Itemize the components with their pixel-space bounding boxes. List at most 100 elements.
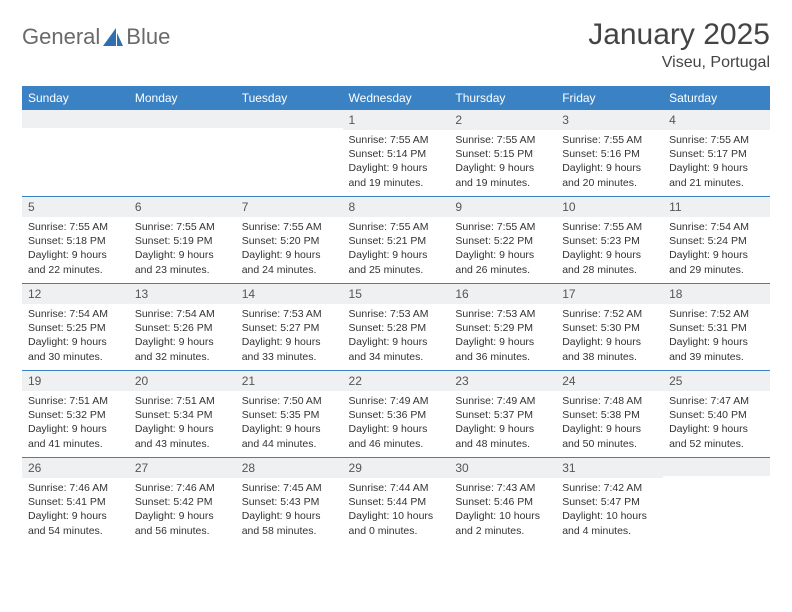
- calendar-day-cell: 18Sunrise: 7:52 AMSunset: 5:31 PMDayligh…: [663, 284, 770, 371]
- day-details: Sunrise: 7:54 AMSunset: 5:26 PMDaylight:…: [129, 304, 236, 369]
- day-number: 30: [449, 458, 556, 478]
- calendar-day-cell: [22, 110, 129, 197]
- day-number: 29: [343, 458, 450, 478]
- day-details: Sunrise: 7:55 AMSunset: 5:19 PMDaylight:…: [129, 217, 236, 282]
- calendar-table: SundayMondayTuesdayWednesdayThursdayFrid…: [22, 86, 770, 544]
- day-details: Sunrise: 7:55 AMSunset: 5:21 PMDaylight:…: [343, 217, 450, 282]
- calendar-day-cell: 10Sunrise: 7:55 AMSunset: 5:23 PMDayligh…: [556, 197, 663, 284]
- calendar-day-cell: 9Sunrise: 7:55 AMSunset: 5:22 PMDaylight…: [449, 197, 556, 284]
- weekday-header: Thursday: [449, 86, 556, 110]
- day-number: 4: [663, 110, 770, 130]
- calendar-week-row: 1Sunrise: 7:55 AMSunset: 5:14 PMDaylight…: [22, 110, 770, 197]
- weekday-header: Sunday: [22, 86, 129, 110]
- day-details: Sunrise: 7:49 AMSunset: 5:36 PMDaylight:…: [343, 391, 450, 456]
- day-number: 18: [663, 284, 770, 304]
- day-number: 22: [343, 371, 450, 391]
- calendar-day-cell: 8Sunrise: 7:55 AMSunset: 5:21 PMDaylight…: [343, 197, 450, 284]
- day-number: 26: [22, 458, 129, 478]
- calendar-day-cell: 25Sunrise: 7:47 AMSunset: 5:40 PMDayligh…: [663, 371, 770, 458]
- page-title: January 2025: [588, 18, 770, 52]
- empty-day-header: [236, 110, 343, 128]
- calendar-day-cell: 30Sunrise: 7:43 AMSunset: 5:46 PMDayligh…: [449, 458, 556, 545]
- calendar-day-cell: 6Sunrise: 7:55 AMSunset: 5:19 PMDaylight…: [129, 197, 236, 284]
- day-details: Sunrise: 7:49 AMSunset: 5:37 PMDaylight:…: [449, 391, 556, 456]
- calendar-day-cell: 28Sunrise: 7:45 AMSunset: 5:43 PMDayligh…: [236, 458, 343, 545]
- weekday-header: Monday: [129, 86, 236, 110]
- day-number: 11: [663, 197, 770, 217]
- calendar-day-cell: 23Sunrise: 7:49 AMSunset: 5:37 PMDayligh…: [449, 371, 556, 458]
- weekday-header: Wednesday: [343, 86, 450, 110]
- day-number: 6: [129, 197, 236, 217]
- day-details: Sunrise: 7:55 AMSunset: 5:17 PMDaylight:…: [663, 130, 770, 195]
- calendar-day-cell: 14Sunrise: 7:53 AMSunset: 5:27 PMDayligh…: [236, 284, 343, 371]
- day-details: Sunrise: 7:45 AMSunset: 5:43 PMDaylight:…: [236, 478, 343, 543]
- calendar-week-row: 12Sunrise: 7:54 AMSunset: 5:25 PMDayligh…: [22, 284, 770, 371]
- weekday-header: Friday: [556, 86, 663, 110]
- day-details: Sunrise: 7:46 AMSunset: 5:41 PMDaylight:…: [22, 478, 129, 543]
- calendar-day-cell: 20Sunrise: 7:51 AMSunset: 5:34 PMDayligh…: [129, 371, 236, 458]
- calendar-day-cell: 26Sunrise: 7:46 AMSunset: 5:41 PMDayligh…: [22, 458, 129, 545]
- calendar-day-cell: 22Sunrise: 7:49 AMSunset: 5:36 PMDayligh…: [343, 371, 450, 458]
- day-number: 5: [22, 197, 129, 217]
- day-details: Sunrise: 7:55 AMSunset: 5:20 PMDaylight:…: [236, 217, 343, 282]
- page-header: General Blue January 2025 Viseu, Portuga…: [22, 18, 770, 72]
- calendar-day-cell: 1Sunrise: 7:55 AMSunset: 5:14 PMDaylight…: [343, 110, 450, 197]
- day-details: Sunrise: 7:52 AMSunset: 5:30 PMDaylight:…: [556, 304, 663, 369]
- day-details: Sunrise: 7:51 AMSunset: 5:34 PMDaylight:…: [129, 391, 236, 456]
- calendar-day-cell: [663, 458, 770, 545]
- day-number: 20: [129, 371, 236, 391]
- day-details: Sunrise: 7:55 AMSunset: 5:14 PMDaylight:…: [343, 130, 450, 195]
- day-details: Sunrise: 7:42 AMSunset: 5:47 PMDaylight:…: [556, 478, 663, 543]
- day-details: Sunrise: 7:55 AMSunset: 5:15 PMDaylight:…: [449, 130, 556, 195]
- day-number: 15: [343, 284, 450, 304]
- empty-day-header: [22, 110, 129, 128]
- day-number: 1: [343, 110, 450, 130]
- day-details: Sunrise: 7:55 AMSunset: 5:18 PMDaylight:…: [22, 217, 129, 282]
- day-details: Sunrise: 7:50 AMSunset: 5:35 PMDaylight:…: [236, 391, 343, 456]
- day-details: Sunrise: 7:46 AMSunset: 5:42 PMDaylight:…: [129, 478, 236, 543]
- weekday-header: Saturday: [663, 86, 770, 110]
- calendar-day-cell: 24Sunrise: 7:48 AMSunset: 5:38 PMDayligh…: [556, 371, 663, 458]
- day-details: Sunrise: 7:54 AMSunset: 5:24 PMDaylight:…: [663, 217, 770, 282]
- day-number: 10: [556, 197, 663, 217]
- day-number: 16: [449, 284, 556, 304]
- day-details: Sunrise: 7:51 AMSunset: 5:32 PMDaylight:…: [22, 391, 129, 456]
- day-number: 3: [556, 110, 663, 130]
- calendar-day-cell: 17Sunrise: 7:52 AMSunset: 5:30 PMDayligh…: [556, 284, 663, 371]
- calendar-week-row: 26Sunrise: 7:46 AMSunset: 5:41 PMDayligh…: [22, 458, 770, 545]
- day-number: 25: [663, 371, 770, 391]
- day-number: 24: [556, 371, 663, 391]
- day-number: 7: [236, 197, 343, 217]
- calendar-day-cell: 19Sunrise: 7:51 AMSunset: 5:32 PMDayligh…: [22, 371, 129, 458]
- day-number: 31: [556, 458, 663, 478]
- day-number: 23: [449, 371, 556, 391]
- day-number: 12: [22, 284, 129, 304]
- day-details: Sunrise: 7:52 AMSunset: 5:31 PMDaylight:…: [663, 304, 770, 369]
- brand-text-1: General: [22, 24, 100, 50]
- day-number: 17: [556, 284, 663, 304]
- day-details: Sunrise: 7:53 AMSunset: 5:29 PMDaylight:…: [449, 304, 556, 369]
- calendar-day-cell: 5Sunrise: 7:55 AMSunset: 5:18 PMDaylight…: [22, 197, 129, 284]
- calendar-day-cell: 3Sunrise: 7:55 AMSunset: 5:16 PMDaylight…: [556, 110, 663, 197]
- calendar-week-row: 5Sunrise: 7:55 AMSunset: 5:18 PMDaylight…: [22, 197, 770, 284]
- day-number: 14: [236, 284, 343, 304]
- location-label: Viseu, Portugal: [588, 54, 770, 72]
- day-number: 27: [129, 458, 236, 478]
- day-number: 19: [22, 371, 129, 391]
- brand-logo: General Blue: [22, 18, 170, 50]
- day-details: Sunrise: 7:43 AMSunset: 5:46 PMDaylight:…: [449, 478, 556, 543]
- day-number: 8: [343, 197, 450, 217]
- calendar-day-cell: 27Sunrise: 7:46 AMSunset: 5:42 PMDayligh…: [129, 458, 236, 545]
- calendar-day-cell: 4Sunrise: 7:55 AMSunset: 5:17 PMDaylight…: [663, 110, 770, 197]
- calendar-day-cell: 2Sunrise: 7:55 AMSunset: 5:15 PMDaylight…: [449, 110, 556, 197]
- day-number: 13: [129, 284, 236, 304]
- day-details: Sunrise: 7:47 AMSunset: 5:40 PMDaylight:…: [663, 391, 770, 456]
- calendar-day-cell: 15Sunrise: 7:53 AMSunset: 5:28 PMDayligh…: [343, 284, 450, 371]
- day-details: Sunrise: 7:54 AMSunset: 5:25 PMDaylight:…: [22, 304, 129, 369]
- day-details: Sunrise: 7:55 AMSunset: 5:23 PMDaylight:…: [556, 217, 663, 282]
- calendar-day-cell: [129, 110, 236, 197]
- calendar-day-cell: 29Sunrise: 7:44 AMSunset: 5:44 PMDayligh…: [343, 458, 450, 545]
- day-details: Sunrise: 7:55 AMSunset: 5:16 PMDaylight:…: [556, 130, 663, 195]
- calendar-day-cell: 16Sunrise: 7:53 AMSunset: 5:29 PMDayligh…: [449, 284, 556, 371]
- calendar-day-cell: 7Sunrise: 7:55 AMSunset: 5:20 PMDaylight…: [236, 197, 343, 284]
